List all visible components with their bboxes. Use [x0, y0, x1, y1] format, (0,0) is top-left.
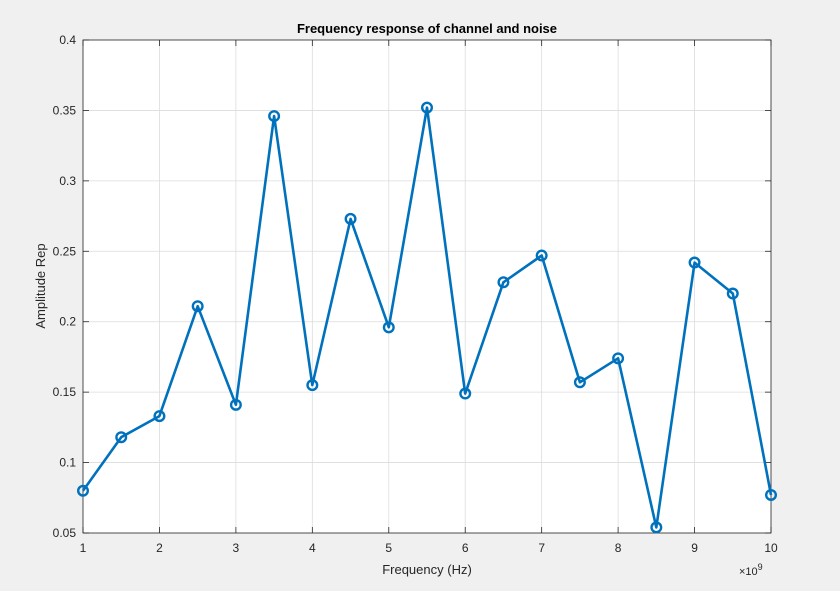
data-point [382, 321, 395, 334]
plot-area [83, 40, 771, 533]
x-tick-label: 1 [80, 541, 87, 555]
x-tick-label: 10 [764, 541, 778, 555]
x-exponent-power: 9 [758, 562, 763, 572]
data-point [306, 379, 319, 392]
x-exponent-label: ×109 [739, 562, 763, 578]
y-tick-label: 0.35 [53, 103, 77, 117]
data-series [76, 101, 778, 534]
y-tick-label: 0.25 [53, 244, 77, 258]
data-point [421, 101, 434, 114]
x-exponent-base: ×10 [739, 566, 758, 578]
x-tick-label: 9 [691, 541, 698, 555]
data-point [497, 276, 510, 289]
x-tick-label: 5 [385, 541, 392, 555]
x-tick-label: 3 [233, 541, 240, 555]
data-point [268, 110, 281, 123]
data-point [535, 249, 548, 262]
data-point [344, 212, 357, 225]
y-tick-label: 0.15 [53, 385, 77, 399]
x-tick-label: 7 [538, 541, 545, 555]
data-point [688, 256, 701, 269]
data-point [726, 287, 739, 300]
x-tick-label: 6 [462, 541, 469, 555]
data-point [115, 431, 128, 444]
x-tick-label: 8 [615, 541, 622, 555]
y-tick-label: 0.05 [53, 526, 77, 540]
y-axis-label: Amplitude Rep [33, 243, 48, 328]
data-point [459, 387, 472, 400]
data-point [76, 484, 89, 497]
y-tick-label: 0.2 [59, 315, 76, 329]
x-tick-label: 2 [156, 541, 163, 555]
x-axis-label: Frequency (Hz) [382, 562, 472, 577]
y-tick-label: 0.1 [59, 456, 76, 470]
data-point [229, 398, 242, 411]
plot-frame [82, 39, 772, 534]
tick-marks [82, 39, 772, 534]
y-tick-label: 0.3 [59, 174, 76, 188]
data-point [765, 488, 778, 501]
series-line [81, 106, 773, 529]
data-point [650, 521, 663, 534]
x-tick-labels: 1 2 3 4 5 6 7 8 9 10 [80, 541, 778, 555]
x-tick-label: 4 [309, 541, 316, 555]
chart-title: Frequency response of channel and noise [297, 21, 557, 36]
data-point [153, 410, 166, 423]
data-point [191, 300, 204, 313]
data-point [573, 376, 586, 389]
data-point [612, 352, 625, 365]
y-tick-labels: 0.05 0.1 0.15 0.2 0.25 0.3 0.35 0.4 [53, 33, 77, 540]
y-tick-label: 0.4 [59, 33, 76, 47]
